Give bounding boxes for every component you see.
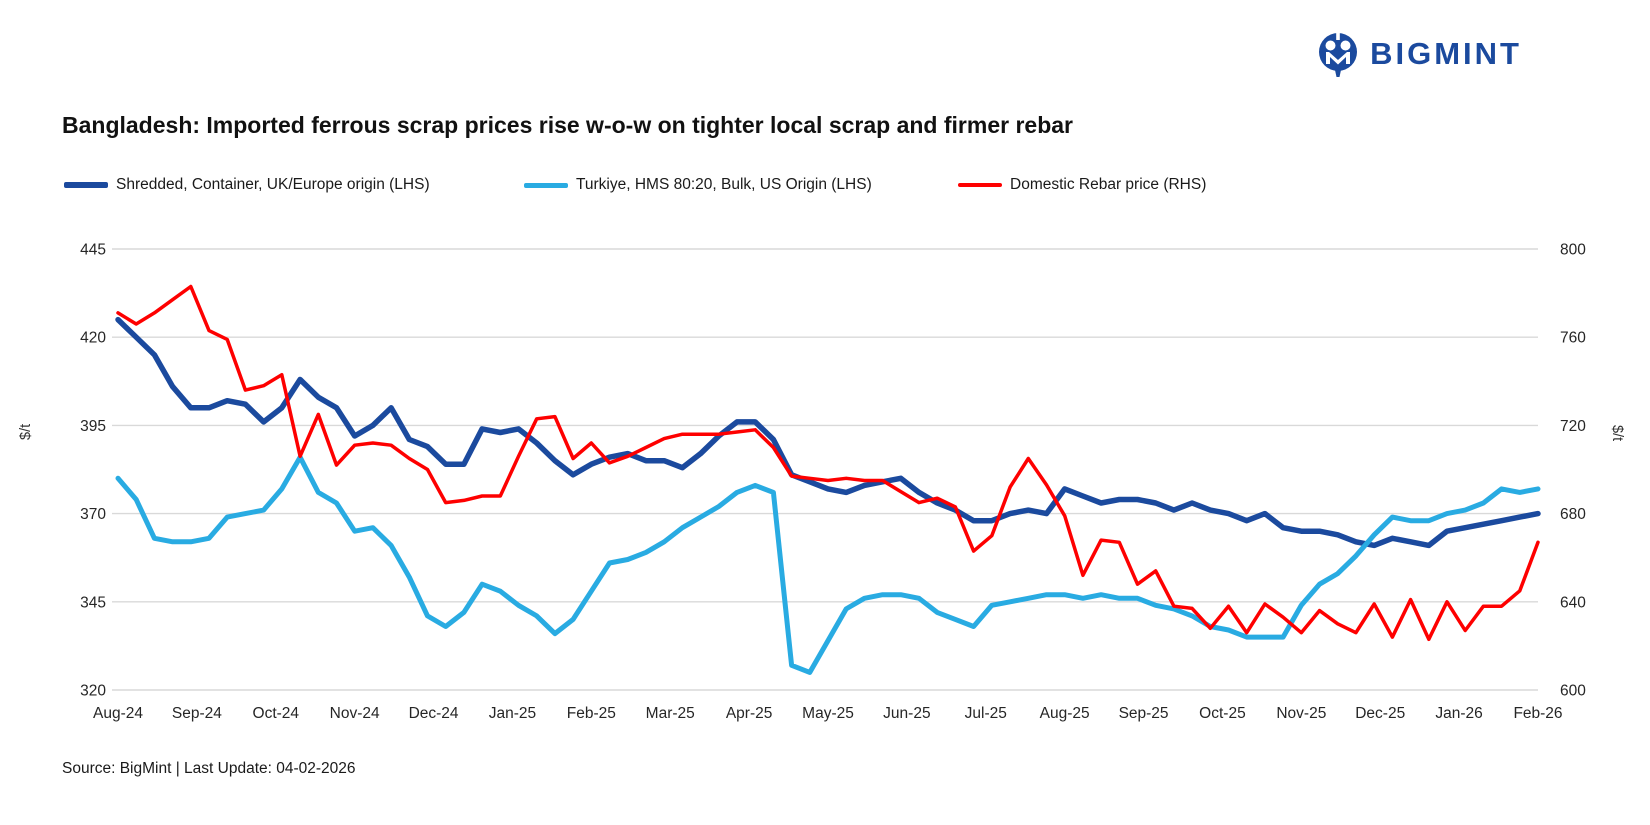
legend-swatch-turkiye <box>524 182 568 188</box>
series-line <box>116 284 1540 642</box>
x-axis-month-label: Nov-24 <box>330 705 380 722</box>
x-axis-month-label: Nov-25 <box>1276 705 1326 722</box>
right-axis-tick: 760 <box>1560 330 1586 347</box>
x-axis-month-label: Aug-24 <box>93 705 143 722</box>
x-axis-month-label: Oct-25 <box>1199 705 1246 722</box>
right-axis-tick: 680 <box>1560 506 1586 523</box>
left-axis-tick: 370 <box>80 506 106 523</box>
x-axis-month-label: Dec-24 <box>409 705 459 722</box>
chart-title: Bangladesh: Imported ferrous scrap price… <box>62 112 1073 138</box>
bigmint-logo-icon <box>1319 32 1358 77</box>
x-axis-month-label: Jan-26 <box>1435 705 1482 722</box>
right-axis-tick: 640 <box>1560 594 1586 611</box>
legend-item-rebar: Domestic Rebar price (RHS) <box>958 176 1206 194</box>
x-axis-month-label: Feb-25 <box>567 705 616 722</box>
brand-logo-text: BIGMINT <box>1370 36 1522 71</box>
right-axis-tick: 800 <box>1560 242 1586 259</box>
left-axis-tick: 445 <box>80 242 106 259</box>
brand-logo: BIGMINT <box>1316 30 1522 78</box>
x-axis-month-label: Oct-24 <box>253 705 300 722</box>
series-line <box>115 454 1541 675</box>
x-axis-month-label: Sep-25 <box>1119 705 1169 722</box>
legend-swatch-rebar <box>958 183 1002 187</box>
legend-label-turkiye: Turkiye, HMS 80:20, Bulk, US Origin (LHS… <box>576 176 872 193</box>
right-axis-tick: 720 <box>1560 418 1586 435</box>
x-axis-month-label: Aug-25 <box>1040 705 1090 722</box>
legend-label-rebar: Domestic Rebar price (RHS) <box>1010 176 1207 193</box>
left-axis-tick: 345 <box>80 594 106 611</box>
legend-item-shredded: Shredded, Container, UK/Europe origin (L… <box>64 176 430 194</box>
left-axis-tick: 420 <box>80 330 106 347</box>
x-axis-month-label: Jun-25 <box>883 705 930 722</box>
x-axis-month-label: Mar-25 <box>646 705 695 722</box>
legend-swatch-shredded <box>64 182 108 188</box>
left-axis-tick: 395 <box>80 418 106 435</box>
series-line <box>115 316 1541 549</box>
source-note: Source: BigMint | Last Update: 04-02-202… <box>62 760 356 777</box>
legend-item-turkiye: Turkiye, HMS 80:20, Bulk, US Origin (LHS… <box>524 176 872 194</box>
x-axis-month-label: Dec-25 <box>1355 705 1405 722</box>
x-axis-month-label: Sep-24 <box>172 705 222 722</box>
x-axis-month-label: Apr-25 <box>726 705 773 722</box>
x-axis-month-label: Jul-25 <box>965 705 1007 722</box>
x-axis-month-label: Feb-26 <box>1513 705 1562 722</box>
left-axis-tick: 320 <box>80 683 106 700</box>
x-axis-month-label: Jan-25 <box>489 705 536 722</box>
right-axis-tick: 600 <box>1560 683 1586 700</box>
x-axis-month-label: May-25 <box>802 705 854 722</box>
chart-legend: Shredded, Container, UK/Europe origin (L… <box>0 176 1650 200</box>
legend-label-shredded: Shredded, Container, UK/Europe origin (L… <box>116 176 430 193</box>
